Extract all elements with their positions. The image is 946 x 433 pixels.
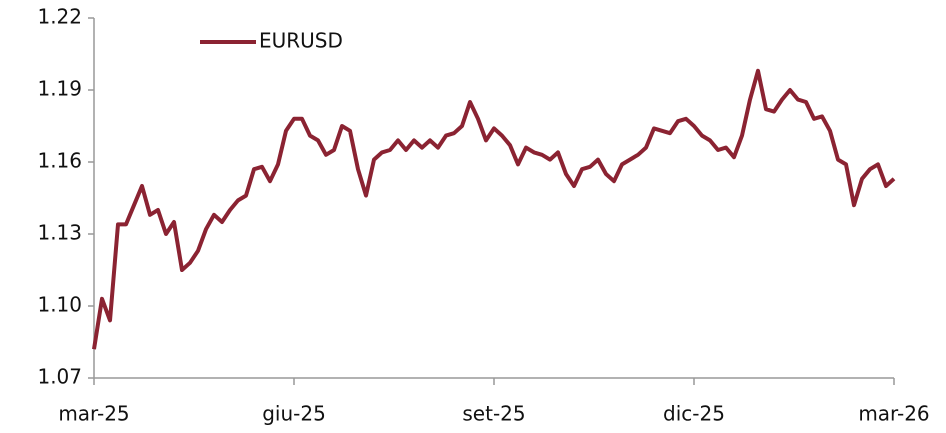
x-tick-label: mar-25 <box>58 402 129 426</box>
y-tick-label: 1.10 <box>37 293 82 317</box>
line <box>92 68 896 350</box>
y-tick-label: 1.13 <box>37 221 82 245</box>
x-tick-label: set-25 <box>462 402 525 426</box>
y-tick-label: 1.16 <box>37 149 82 173</box>
y-tick-label: 1.07 <box>37 365 82 389</box>
x-tick-label: mar-26 <box>858 402 929 426</box>
legend-label: EURUSD <box>259 29 343 53</box>
y-tick-label: 1.19 <box>37 77 82 101</box>
x-tick-label: giu-25 <box>262 402 326 426</box>
y-tick-label: 1.22 <box>37 5 82 29</box>
x-tick-label: dic-25 <box>663 402 725 426</box>
